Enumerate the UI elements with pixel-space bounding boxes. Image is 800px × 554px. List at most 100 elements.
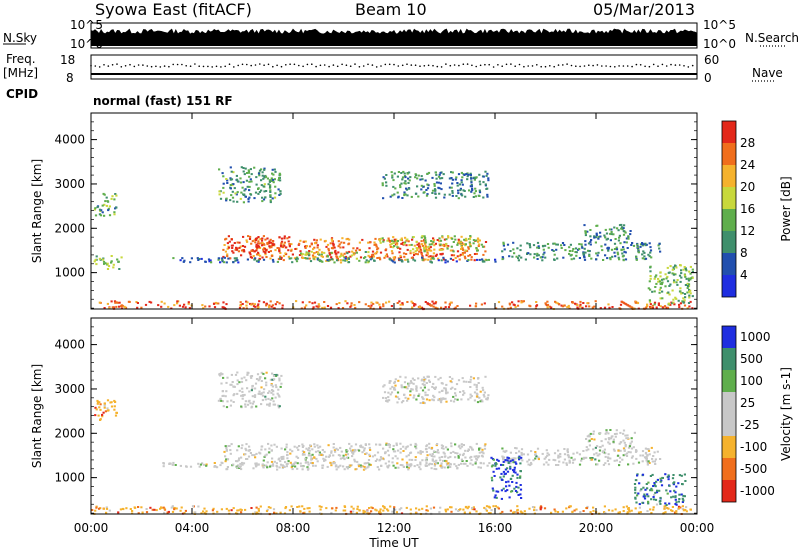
heatmap-cell: [484, 241, 488, 243]
heatmap-cell: [282, 259, 285, 262]
heatmap-cell: [432, 506, 436, 509]
heatmap-cell: [273, 460, 276, 463]
heatmap-cell: [94, 258, 97, 261]
heatmap-cell: [546, 300, 549, 303]
heatmap-cell: [343, 252, 346, 255]
heatmap-cell: [437, 451, 440, 454]
heatmap-cell: [410, 243, 413, 246]
colorbar-tick-label: 4: [740, 268, 748, 282]
heatmap-cell: [674, 491, 677, 494]
heatmap-cell: [332, 446, 335, 449]
heatmap-cell: [443, 196, 446, 199]
heatmap-cell: [284, 252, 287, 255]
heatmap-cell: [667, 478, 670, 481]
heatmap-cell: [339, 464, 342, 467]
heatmap-cell: [665, 504, 668, 506]
heatmap-cell: [691, 307, 694, 310]
heatmap-cell: [298, 254, 302, 256]
heatmap-cell: [648, 300, 652, 303]
heatmap-cell: [517, 486, 520, 489]
heatmap-cell: [314, 255, 317, 258]
heatmap-cell: [677, 500, 680, 503]
heatmap-cell: [249, 168, 252, 171]
heatmap-cell: [392, 387, 396, 390]
heatmap-cell: [304, 457, 307, 460]
heatmap-cell: [318, 505, 321, 508]
heatmap-cell: [272, 393, 275, 396]
heatmap-cell: [261, 445, 264, 448]
heatmap-cell: [265, 302, 268, 305]
heatmap-cell: [675, 266, 678, 269]
heatmap-cell: [396, 242, 399, 245]
heatmap-cell: [424, 448, 428, 451]
heatmap-cell: [607, 509, 611, 512]
heatmap-cell: [222, 191, 225, 194]
heatmap-cell: [411, 458, 414, 461]
heatmap-cell: [495, 467, 498, 470]
heatmap-cell: [391, 174, 394, 177]
heatmap-cell: [450, 171, 453, 174]
heatmap-cell: [467, 448, 470, 451]
heatmap-cell: [442, 173, 445, 176]
heatmap-cell: [628, 445, 631, 448]
heatmap-cell: [308, 257, 311, 260]
heatmap-cell: [407, 454, 410, 457]
heatmap-cell: [665, 277, 668, 280]
heatmap-cell: [111, 306, 114, 309]
heatmap-cell: [464, 249, 467, 252]
heatmap-cell: [140, 306, 143, 309]
heatmap-cell: [501, 250, 504, 253]
heatmap-cell: [446, 448, 449, 451]
heatmap-cell: [401, 197, 404, 199]
heatmap-cell: [441, 235, 444, 238]
heatmap-cell: [565, 507, 568, 510]
nave-point: [678, 64, 681, 66]
heatmap-cell: [306, 461, 310, 464]
heatmap-cell: [489, 512, 492, 515]
heatmap-cell: [413, 465, 416, 468]
heatmap-cell: [270, 460, 274, 463]
heatmap-cell: [240, 509, 243, 511]
heatmap-cell: [396, 457, 399, 460]
heatmap-cell: [517, 300, 520, 303]
heatmap-cell: [622, 227, 625, 230]
heatmap-cell: [682, 494, 685, 497]
nave-point: [557, 64, 560, 66]
heatmap-cell: [374, 237, 377, 240]
heatmap-cell: [667, 302, 670, 305]
heatmap-cell: [407, 384, 410, 387]
heatmap-cell: [664, 273, 667, 276]
heatmap-cell: [470, 256, 473, 259]
heatmap-cell: [506, 243, 510, 246]
heatmap-cell: [355, 511, 358, 514]
heatmap-cell: [430, 249, 433, 252]
x-tick-label: 08:00: [276, 521, 311, 535]
nave-point: [362, 65, 365, 67]
heatmap-cell: [552, 250, 555, 252]
heatmap-cell: [528, 458, 531, 461]
heatmap-cell: [159, 507, 162, 510]
heatmap-cell: [351, 449, 355, 452]
heatmap-cell: [273, 307, 276, 310]
heatmap-cell: [434, 306, 437, 309]
nave-point: [414, 64, 417, 66]
heatmap-cell: [263, 388, 266, 391]
heatmap-cell: [239, 508, 242, 511]
heatmap-cell: [561, 305, 564, 308]
heatmap-cell: [253, 396, 257, 398]
heatmap-cell: [392, 240, 395, 243]
heatmap-cell: [260, 189, 263, 192]
nave-point: [289, 63, 291, 65]
nave-point: [354, 63, 356, 65]
heatmap-cell: [434, 189, 437, 192]
heatmap-cell: [93, 260, 96, 263]
nave-point: [588, 64, 590, 66]
heatmap-cell: [110, 255, 113, 257]
heatmap-cell: [474, 190, 477, 193]
heatmap-cell: [227, 445, 230, 447]
nave-point: [479, 64, 482, 67]
heatmap-cell: [350, 505, 353, 508]
heatmap-cell: [240, 405, 243, 408]
heatmap-cell: [435, 177, 438, 180]
heatmap-cell: [608, 442, 611, 445]
